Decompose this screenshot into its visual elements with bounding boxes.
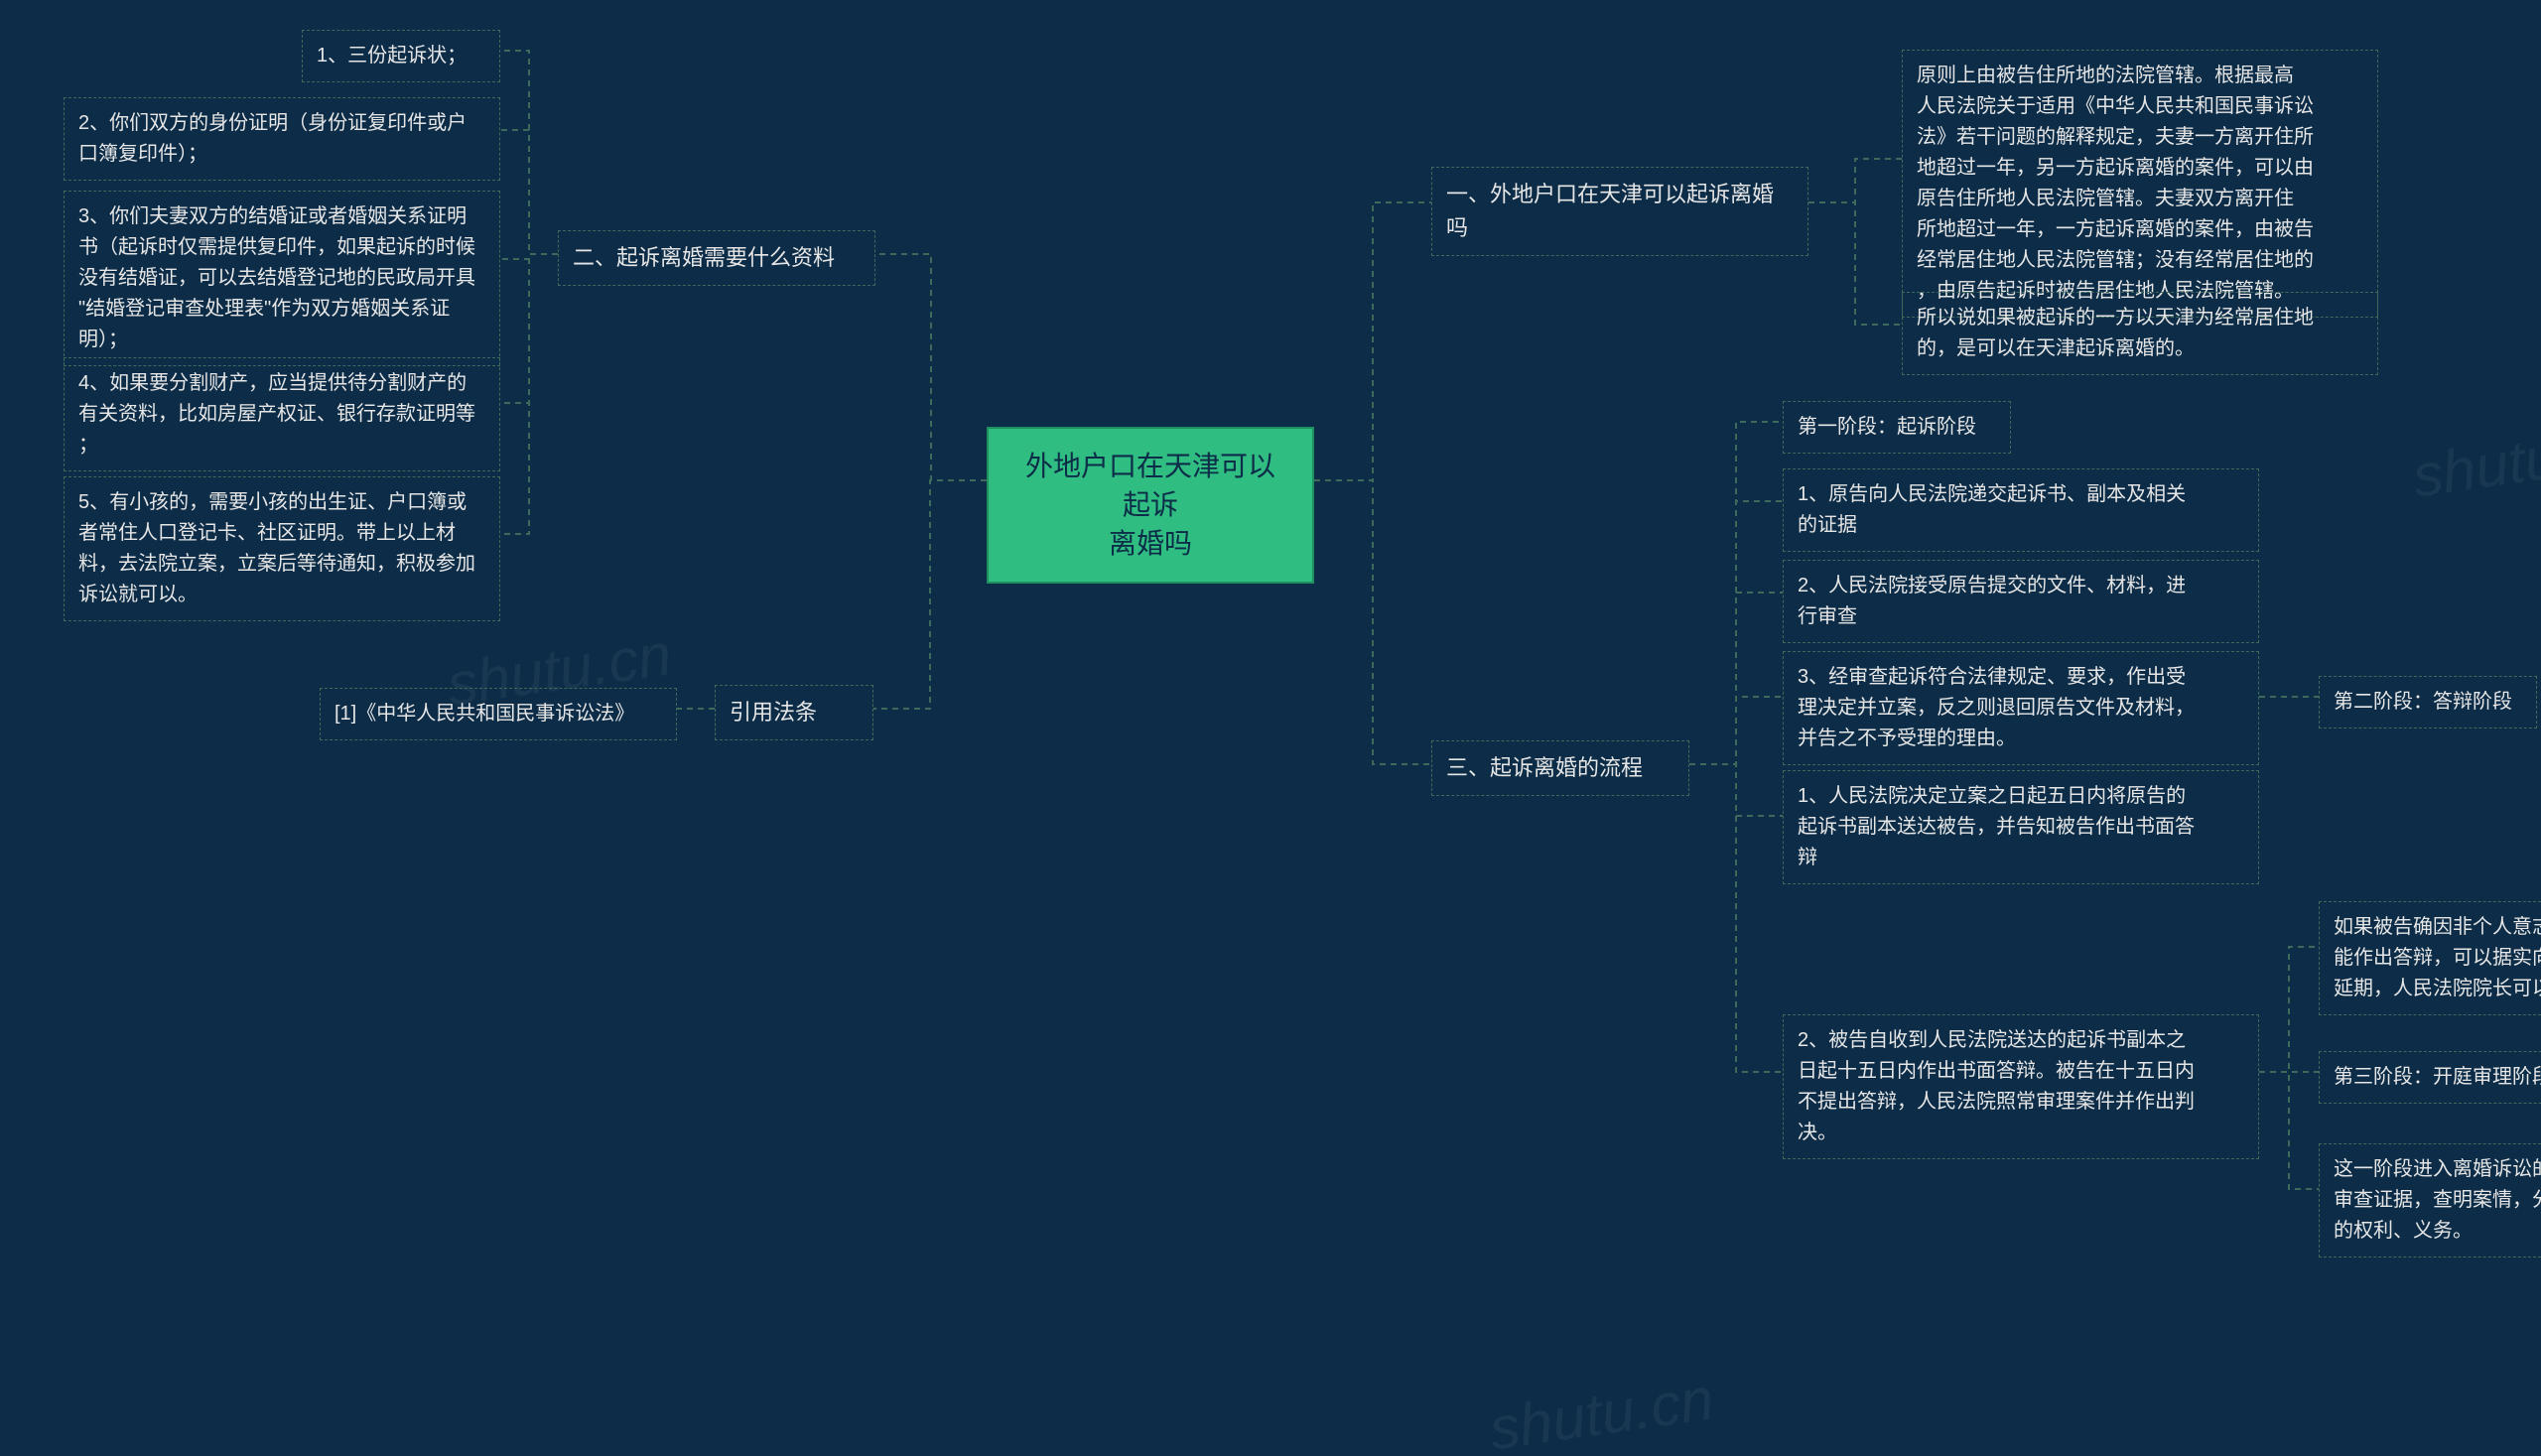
leaf-node: 所以说如果被起诉的一方以天津为经常居住地 的，是可以在天津起诉离婚的。 xyxy=(1902,292,2378,375)
node-text: 1、人民法院决定立案之日起五日内将原告的 起诉书副本送达被告，并告知被告作出书面… xyxy=(1798,781,2195,873)
node-text: 原则上由被告住所地的法院管辖。根据最高 人民法院关于适用《中华人民共和国民事诉讼… xyxy=(1917,61,2314,307)
node-text: 3、你们夫妻双方的结婚证或者婚姻关系证明 书（起诉时仅需提供复印件，如果起诉的时… xyxy=(78,201,475,355)
mindmap-canvas: shutu.cnshutu.cnshutu.cn外地户口在天津可以起诉 离婚吗一… xyxy=(0,0,2541,1456)
leaf-node: 2、人民法院接受原告提交的文件、材料，进 行审查 xyxy=(1783,560,2259,643)
leaf-node: 第一阶段：起诉阶段 xyxy=(1783,401,2011,454)
leaf-node: [1]《中华人民共和国民事诉讼法》 xyxy=(320,688,677,740)
node-text: 所以说如果被起诉的一方以天津为经常居住地 的，是可以在天津起诉离婚的。 xyxy=(1917,303,2314,364)
node-text: 1、原告向人民法院递交起诉书、副本及相关 的证据 xyxy=(1798,479,2186,541)
node-text: 第三阶段：开庭审理阶段 xyxy=(2334,1062,2541,1093)
node-text: 第一阶段：起诉阶段 xyxy=(1798,412,1976,443)
node-text: 5、有小孩的，需要小孩的出生证、户口簿或 者常住人口登记卡、社区证明。带上以上材… xyxy=(78,487,475,610)
node-text: 3、经审查起诉符合法律规定、要求，作出受 理决定并立案，反之则退回原告文件及材料… xyxy=(1798,662,2195,754)
leaf-node: 3、你们夫妻双方的结婚证或者婚姻关系证明 书（起诉时仅需提供复印件，如果起诉的时… xyxy=(64,191,500,366)
node-text: 2、你们双方的身份证明（身份证复印件或户 口簿复印件）； xyxy=(78,108,467,170)
node-text: 4、如果要分割财产，应当提供待分割财产的 有关资料，比如房屋产权证、银行存款证明… xyxy=(78,368,475,461)
leaf-node: 2、你们双方的身份证明（身份证复印件或户 口簿复印件）； xyxy=(64,97,500,181)
node-text: 二、起诉离婚需要什么资料 xyxy=(573,241,835,275)
watermark: shutu.cn xyxy=(1485,1365,1717,1456)
branch-node: 引用法条 xyxy=(715,685,873,740)
root-node: 外地户口在天津可以起诉 离婚吗 xyxy=(987,427,1314,584)
branch-node: 二、起诉离婚需要什么资料 xyxy=(558,230,875,286)
leaf-node: 3、经审查起诉符合法律规定、要求，作出受 理决定并立案，反之则退回原告文件及材料… xyxy=(1783,651,2259,765)
node-text: 外地户口在天津可以起诉 离婚吗 xyxy=(1012,447,1288,564)
leaf-node: 1、原告向人民法院递交起诉书、副本及相关 的证据 xyxy=(1783,468,2259,552)
leaf-node: 这一阶段进入离婚诉讼的实质性阶段，主要是 审查证据，查明案情，分清是非，确认当事… xyxy=(2319,1143,2541,1257)
node-text: 这一阶段进入离婚诉讼的实质性阶段，主要是 审查证据，查明案情，分清是非，确认当事… xyxy=(2334,1154,2541,1247)
branch-node: 一、外地户口在天津可以起诉离婚 吗 xyxy=(1431,167,1808,256)
leaf-node: 如果被告确因非个人意志的原因在十五日内不 能作出答辩，可以据实向人民法院申请，请… xyxy=(2319,901,2541,1015)
leaf-node: 第三阶段：开庭审理阶段 xyxy=(2319,1051,2541,1104)
node-text: 三、起诉离婚的流程 xyxy=(1446,751,1643,785)
leaf-node: 1、人民法院决定立案之日起五日内将原告的 起诉书副本送达被告，并告知被告作出书面… xyxy=(1783,770,2259,884)
node-text: 2、人民法院接受原告提交的文件、材料，进 行审查 xyxy=(1798,571,2186,632)
node-text: 如果被告确因非个人意志的原因在十五日内不 能作出答辩，可以据实向人民法院申请，请… xyxy=(2334,912,2541,1004)
leaf-node: 5、有小孩的，需要小孩的出生证、户口簿或 者常住人口登记卡、社区证明。带上以上材… xyxy=(64,476,500,621)
leaf-node: 4、如果要分割财产，应当提供待分割财产的 有关资料，比如房屋产权证、银行存款证明… xyxy=(64,357,500,471)
node-text: 第二阶段：答辩阶段 xyxy=(2334,687,2512,718)
branch-node: 三、起诉离婚的流程 xyxy=(1431,740,1689,796)
node-text: [1]《中华人民共和国民事诉讼法》 xyxy=(334,699,634,729)
node-text: 2、被告自收到人民法院送达的起诉书副本之 日起十五日内作出书面答辩。被告在十五日… xyxy=(1798,1025,2195,1148)
leaf-node: 第二阶段：答辩阶段 xyxy=(2319,676,2537,728)
node-text: 一、外地户口在天津可以起诉离婚 吗 xyxy=(1446,178,1774,245)
leaf-node: 2、被告自收到人民法院送达的起诉书副本之 日起十五日内作出书面答辩。被告在十五日… xyxy=(1783,1014,2259,1159)
node-text: 1、三份起诉状； xyxy=(317,41,467,71)
node-text: 引用法条 xyxy=(730,696,817,729)
leaf-node: 1、三份起诉状； xyxy=(302,30,500,82)
leaf-node: 原则上由被告住所地的法院管辖。根据最高 人民法院关于适用《中华人民共和国民事诉讼… xyxy=(1902,50,2378,318)
watermark: shutu.cn xyxy=(2408,412,2541,511)
